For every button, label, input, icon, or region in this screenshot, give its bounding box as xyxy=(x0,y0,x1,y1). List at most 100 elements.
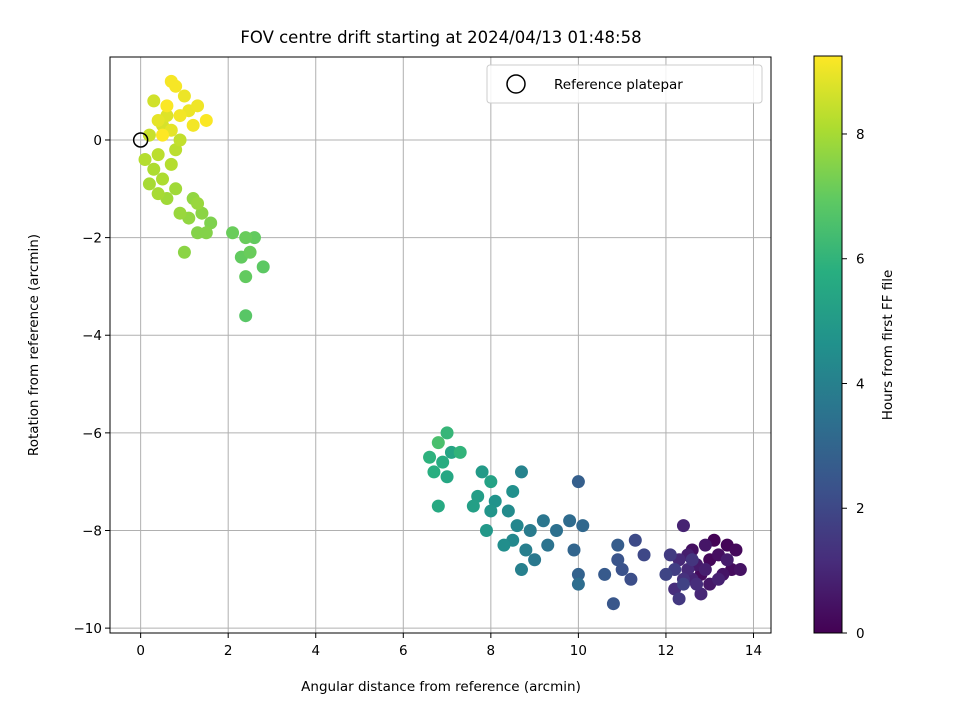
scatter-point xyxy=(567,543,581,557)
scatter-point xyxy=(453,445,467,459)
y-tick-label: −10 xyxy=(74,621,103,637)
colorbar-tick-label: 0 xyxy=(856,626,865,642)
scatter-point xyxy=(142,177,156,191)
x-tick-label: 8 xyxy=(487,643,496,659)
scatter-point xyxy=(541,538,555,552)
scatter-point xyxy=(199,113,213,127)
scatter-point xyxy=(606,597,620,611)
scatter-point xyxy=(423,450,437,464)
scatter-point xyxy=(615,563,629,577)
scatter-point xyxy=(488,494,502,508)
scatter-point xyxy=(698,538,712,552)
scatter-point xyxy=(479,523,493,537)
scatter-point xyxy=(506,484,520,498)
scatter-point xyxy=(169,182,183,196)
scatter-point xyxy=(427,465,441,479)
legend-entry-reference-platepar: Reference platepar xyxy=(554,77,683,93)
x-axis-ticks: 0 2 4 6 8 10 12 14 xyxy=(136,633,762,659)
scatter-point xyxy=(729,543,743,557)
scatter-point xyxy=(147,94,161,108)
y-tick-label: −4 xyxy=(82,328,102,344)
scatter-point xyxy=(177,89,191,103)
scatter-point xyxy=(173,133,187,147)
scatter-point xyxy=(243,245,257,259)
scatter-point xyxy=(550,523,564,537)
scatter-point xyxy=(676,577,690,591)
scatter-point xyxy=(151,187,165,201)
scatter-point xyxy=(226,226,240,240)
scatter-point xyxy=(173,206,187,220)
scatter-point xyxy=(191,99,205,113)
colorbar-tick-label: 6 xyxy=(856,252,865,268)
colorbar-gradient xyxy=(813,55,843,634)
x-tick-label: 2 xyxy=(224,643,233,659)
scatter-point xyxy=(256,260,270,274)
scatter-point xyxy=(177,245,191,259)
scatter-point xyxy=(510,519,524,533)
scatter-point xyxy=(497,538,511,552)
scatter-point xyxy=(694,587,708,601)
scatter-point xyxy=(156,128,170,142)
scatter-point xyxy=(475,465,489,479)
scatter-points xyxy=(138,74,747,611)
scatter-point xyxy=(431,499,445,513)
colorbar-tick-label: 8 xyxy=(856,127,865,143)
scatter-point xyxy=(523,523,537,537)
plot-frame xyxy=(109,56,772,634)
scatter-point xyxy=(576,519,590,533)
scatter-point xyxy=(690,577,704,591)
scatter-point xyxy=(571,577,585,591)
scatter-point xyxy=(431,436,445,450)
scatter-point xyxy=(151,148,165,162)
plot-background xyxy=(110,57,771,633)
scatter-point xyxy=(151,113,165,127)
colorbar-tick-label: 2 xyxy=(856,501,865,517)
scatter-point xyxy=(195,206,209,220)
scatter-point xyxy=(484,504,498,518)
y-tick-label: −8 xyxy=(82,523,102,539)
scatter-point xyxy=(571,567,585,581)
scatter-point xyxy=(142,128,156,142)
scatter-point xyxy=(711,572,725,586)
scatter-point xyxy=(466,499,480,513)
scatter-point xyxy=(681,563,695,577)
x-tick-label: 12 xyxy=(657,643,674,659)
x-tick-label: 10 xyxy=(570,643,587,659)
scatter-point xyxy=(147,162,161,176)
scatter-point xyxy=(598,567,612,581)
legend: Reference platepar xyxy=(486,64,763,104)
x-axis-label: Angular distance from reference (arcmin) xyxy=(301,679,581,695)
scatter-point xyxy=(186,118,200,132)
scatter-point xyxy=(156,172,170,186)
scatter-point xyxy=(676,519,690,533)
scatter-point xyxy=(160,99,174,113)
scatter-point xyxy=(698,563,712,577)
scatter-point xyxy=(440,426,454,440)
scatter-point xyxy=(191,226,205,240)
x-tick-label: 0 xyxy=(136,643,145,659)
scatter-point xyxy=(672,592,686,606)
scatter-point xyxy=(239,309,253,323)
y-axis-label: Rotation from reference (arcmin) xyxy=(26,234,42,456)
scatter-point xyxy=(720,553,734,567)
x-tick-label: 4 xyxy=(311,643,320,659)
scatter-point xyxy=(659,567,673,581)
scatter-point xyxy=(733,563,747,577)
y-tick-label: −2 xyxy=(82,231,102,247)
colorbar-ticks: 0 2 4 6 8 xyxy=(842,127,865,642)
scatter-point xyxy=(191,196,205,210)
scatter-point xyxy=(239,270,253,284)
scatter-point xyxy=(528,553,542,567)
colorbar-tick-label: 4 xyxy=(856,376,865,392)
scatter-point xyxy=(164,74,178,88)
scatter-point xyxy=(169,143,183,157)
x-tick-label: 6 xyxy=(399,643,408,659)
plot-area: 0 2 4 6 8 10 12 14 −10 −8 −6 −4 −2 0 xyxy=(74,56,772,659)
chart-title: FOV centre drift starting at 2024/04/13 … xyxy=(240,28,641,47)
scatter-point xyxy=(501,504,515,518)
x-tick-label: 14 xyxy=(745,643,762,659)
scatter-point xyxy=(239,231,253,245)
colorbar: 0 2 4 6 8 Hours from first FF file xyxy=(813,55,896,642)
y-tick-label: 0 xyxy=(93,133,102,149)
